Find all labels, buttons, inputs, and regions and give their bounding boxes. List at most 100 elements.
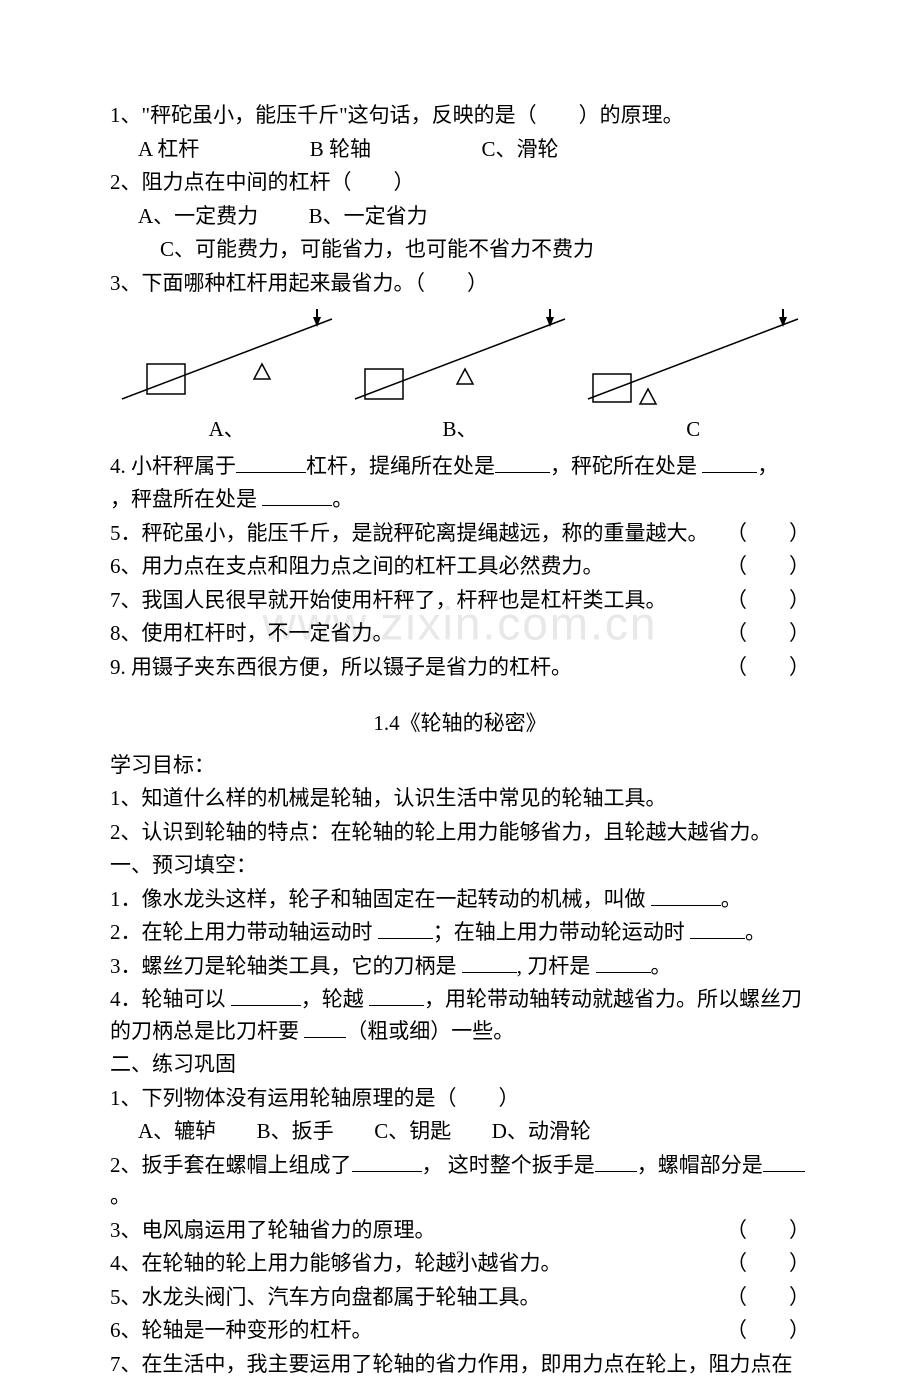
q4-comma: ， <box>757 454 778 478</box>
q2-opt-b: B、一定省力 <box>309 204 428 228</box>
p2c: 。 <box>745 920 766 944</box>
q1-opt-b: B 轮轴 <box>310 137 371 161</box>
prac-label: 二、练习巩固 <box>110 1049 810 1081</box>
r2b: ， 这时整个扳手是 <box>422 1153 595 1177</box>
document-content: 1、"秤砣虽小，能压千斤"这句话，反映的是（ ）的原理。 A 杠杆 B 轮轴 C… <box>110 100 810 1380</box>
goals-label: 学习目标： <box>110 750 810 782</box>
q2-stem: 2、阻力点在中间的杠杆（ ） <box>110 167 810 199</box>
q8-paren: （ ） <box>726 618 810 650</box>
r1-optd: D、动滑轮 <box>492 1119 591 1143</box>
r4-paren: （ ） <box>726 1248 810 1280</box>
r1-options: A、辘轳 B、扳手 C、钥匙 D、动滑轮 <box>110 1116 810 1148</box>
p4d: （粗或细）一些。 <box>346 1019 514 1043</box>
diagram-label-a: A、 <box>112 414 342 446</box>
q9-text: 9. 用镊子夹东西很方便，所以镊子是省力的杠杆。 <box>110 655 572 679</box>
q5: 5．秤砣虽小，能压千斤，是說秤砣离提绳越远，称的重量越大。 （ ） <box>110 518 810 550</box>
r2a: 2、扳手套在螺帽上组成了 <box>110 1153 352 1177</box>
r4-text: 4、在轮轴的轮上用力能够省力，轮越小越省力。 <box>110 1251 562 1275</box>
r2-blank2 <box>595 1152 637 1172</box>
p3: 3．螺丝刀是轮轴类工具，它的刀柄是 , 刀杆是 。 <box>110 951 810 983</box>
diagram-label-b: B、 <box>345 414 575 446</box>
r6-text: 6、轮轴是一种变形的杠杆。 <box>110 1318 373 1342</box>
p4-line1: 4．轮轴可以 ，轮越 ，用轮带动轴转动就越省力。所以螺丝刀的刀柄总是比刀杆要 （… <box>110 984 810 1047</box>
p3b: , 刀杆是 <box>517 954 596 978</box>
p3-blank1 <box>462 953 517 973</box>
q1-options: A 杠杆 B 轮轴 C、滑轮 <box>110 134 810 166</box>
goal1: 1、知道什么样的机械是轮轴，认识生活中常见的轮轴工具。 <box>110 783 810 815</box>
q6-paren: （ ） <box>726 551 810 583</box>
p2-blank2 <box>690 919 745 939</box>
r2c: ，螺帽部分是 <box>637 1153 763 1177</box>
q8-text: 8、使用杠杆时，不一定省力。 <box>110 621 394 645</box>
r1-optb: B、扳手 <box>257 1119 334 1143</box>
p2b: ；在轴上用力带动轮运动时 <box>433 920 690 944</box>
q2-options-ab: A、一定费力 B、一定省力 <box>110 201 810 233</box>
r7: 7、在生活中，我主要运用了轮轴的省力作用，即用力点在轮上，阻力点在 <box>110 1349 810 1380</box>
q4-mid3: ，秤盘所在处是 <box>110 487 262 511</box>
r2: 2、扳手套在螺帽上组成了 ， 这时整个扳手是 ，螺帽部分是。 <box>110 1150 810 1213</box>
q4-end: 。 <box>332 487 353 511</box>
q4-blank2 <box>495 453 550 473</box>
q1-stem: 1、"秤砣虽小，能压千斤"这句话，反映的是（ ）的原理。 <box>110 100 810 132</box>
q4-blank4 <box>262 486 332 506</box>
r1-optc: C、钥匙 <box>374 1119 451 1143</box>
p4-blank1 <box>231 986 301 1006</box>
q4-line1: 4. 小杆秤属于 杠杆，提绳所在处是 ，秤砣所在处是 ， <box>110 451 810 483</box>
q9: 9. 用镊子夹东西很方便，所以镊子是省力的杠杆。 （ ） <box>110 652 810 684</box>
q2-opt-a: A、一定费力 <box>138 204 258 228</box>
r2d: 。 <box>110 1184 131 1208</box>
p2a: 2．在轮上用力带动轴运动时 <box>110 920 378 944</box>
q5-text: 5．秤砣虽小，能压千斤，是說秤砣离提绳越远，称的重量越大。 <box>110 521 709 545</box>
r2-blank3 <box>763 1152 805 1172</box>
r5: 5、水龙头阀门、汽车方向盘都属于轮轴工具。 （ ） <box>110 1282 810 1314</box>
q7: 7、我国人民很早就开始使用杆秤了，杆秤也是杠杆类工具。 （ ） <box>110 585 810 617</box>
p3-blank2 <box>596 953 651 973</box>
r2-blank1 <box>352 1152 422 1172</box>
p4-blank2 <box>369 986 424 1006</box>
diagram-labels: A、 B、 C <box>110 414 810 446</box>
q4-blank3 <box>702 453 757 473</box>
pre-label: 一、预习填空： <box>110 850 810 882</box>
p3c: 。 <box>651 954 672 978</box>
q4-mid1: 杠杆，提绳所在处是 <box>306 454 495 478</box>
p4a: 4．轮轴可以 <box>110 987 231 1011</box>
r4: 4、在轮轴的轮上用力能够省力，轮越小越省力。 （ ） <box>110 1248 810 1280</box>
q4-mid2: ，秤砣所在处是 <box>550 454 702 478</box>
q7-paren: （ ） <box>726 585 810 617</box>
p3a: 3．螺丝刀是轮轴类工具，它的刀柄是 <box>110 954 462 978</box>
q4-line2: ，秤盘所在处是 。 <box>110 484 810 516</box>
r3-paren: （ ） <box>726 1215 810 1247</box>
q1-opt-c: C、滑轮 <box>482 137 559 161</box>
q7-text: 7、我国人民很早就开始使用杆秤了，杆秤也是杠杆类工具。 <box>110 588 667 612</box>
r3: 3、电风扇运用了轮轴省力的原理。 （ ） <box>110 1215 810 1247</box>
r1-stem: 1、下列物体没有运用轮轴原理的是（ ） <box>110 1083 810 1115</box>
diagram-label-c: C <box>578 414 808 446</box>
lever-diagrams <box>110 309 810 409</box>
r1-opta: A、辘轳 <box>138 1119 216 1143</box>
p2: 2．在轮上用力带动轴运动时 ；在轴上用力带动轮运动时 。 <box>110 917 810 949</box>
r5-text: 5、水龙头阀门、汽车方向盘都属于轮轴工具。 <box>110 1285 541 1309</box>
q5-paren: （ ） <box>726 518 810 550</box>
diagram-b <box>345 309 575 409</box>
p2-blank1 <box>378 919 433 939</box>
q2-opt-c: C、可能费力，可能省力，也可能不省力不费力 <box>110 234 810 266</box>
p1: 1．像水龙头这样，轮子和轴固定在一起转动的机械，叫做 。 <box>110 884 810 916</box>
p4-blank3 <box>304 1018 346 1038</box>
r6-paren: （ ） <box>726 1315 810 1347</box>
q4-prefix: 4. 小杆秤属于 <box>110 454 236 478</box>
diagram-c <box>578 309 808 409</box>
q1-opt-a: A 杠杆 <box>138 137 199 161</box>
section2-title: 1.4《轮轴的秘密》 <box>110 708 810 740</box>
q6-text: 6、用力点在支点和阻力点之间的杠杆工具必然费力。 <box>110 554 604 578</box>
q4-blank1 <box>236 453 306 473</box>
q9-paren: （ ） <box>726 652 810 684</box>
q6: 6、用力点在支点和阻力点之间的杠杆工具必然费力。 （ ） <box>110 551 810 583</box>
p1b: 。 <box>721 887 742 911</box>
p4b: ，轮越 <box>301 987 369 1011</box>
q3-stem: 3、下面哪种杠杆用起来最省力。（ ） <box>110 268 810 300</box>
p1a: 1．像水龙头这样，轮子和轴固定在一起转动的机械，叫做 <box>110 887 651 911</box>
r6: 6、轮轴是一种变形的杠杆。 （ ） <box>110 1315 810 1347</box>
goal2: 2、认识到轮轴的特点：在轮轴的轮上用力能够省力，且轮越大越省力。 <box>110 817 810 849</box>
r3-text: 3、电风扇运用了轮轴省力的原理。 <box>110 1218 436 1242</box>
r5-paren: （ ） <box>726 1282 810 1314</box>
